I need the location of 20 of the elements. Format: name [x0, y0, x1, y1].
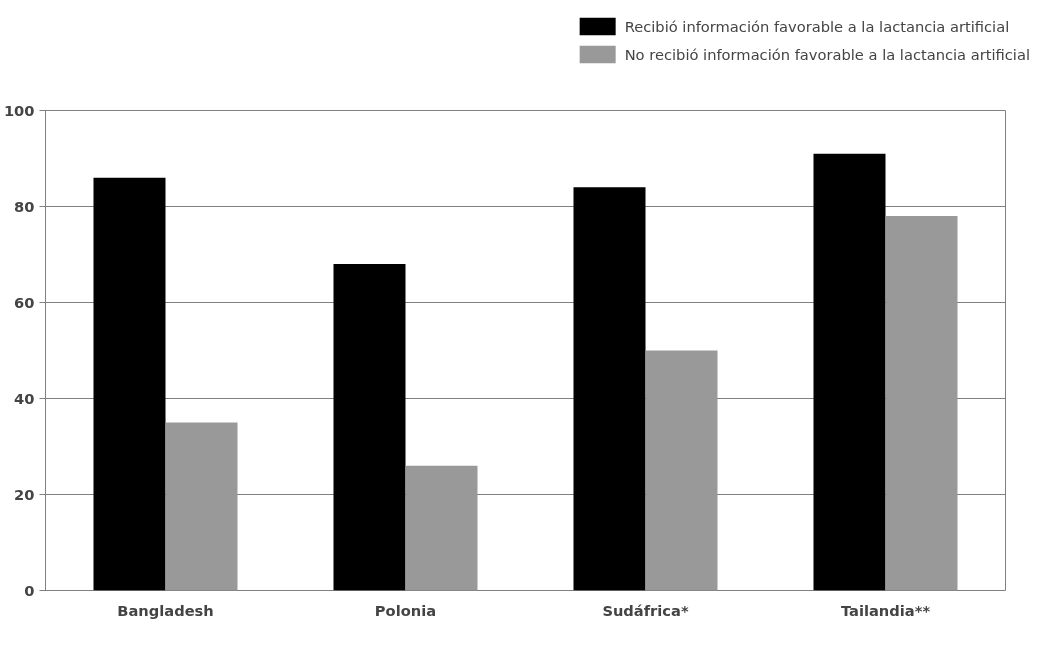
- bar: [573, 187, 646, 591]
- legend-label: Recibió información favorable a la lactancia artificial: [624, 17, 1010, 35]
- x-tick-label: Sudáfrica*: [602, 601, 689, 619]
- x-tick-label: Bangladesh: [117, 601, 214, 619]
- x-tick-label: Polonia: [374, 601, 437, 619]
- y-tick-label: 80: [14, 197, 35, 215]
- bar: [813, 153, 886, 591]
- y-tick-label: 100: [3, 101, 35, 119]
- bar: [645, 350, 718, 591]
- bar: [885, 216, 958, 591]
- y-tick-label: 20: [14, 485, 35, 503]
- bar: [405, 465, 478, 591]
- bar: [165, 422, 238, 591]
- y-tick-label: 40: [14, 389, 35, 407]
- legend-label: No recibió información favorable a la lactancia artificial: [624, 45, 1030, 63]
- y-tick-label: 60: [14, 293, 35, 311]
- y-tick-label: 0: [24, 581, 35, 599]
- x-tick-label: Tailandia**: [840, 601, 931, 619]
- bar: [333, 264, 406, 591]
- bar: [93, 177, 166, 591]
